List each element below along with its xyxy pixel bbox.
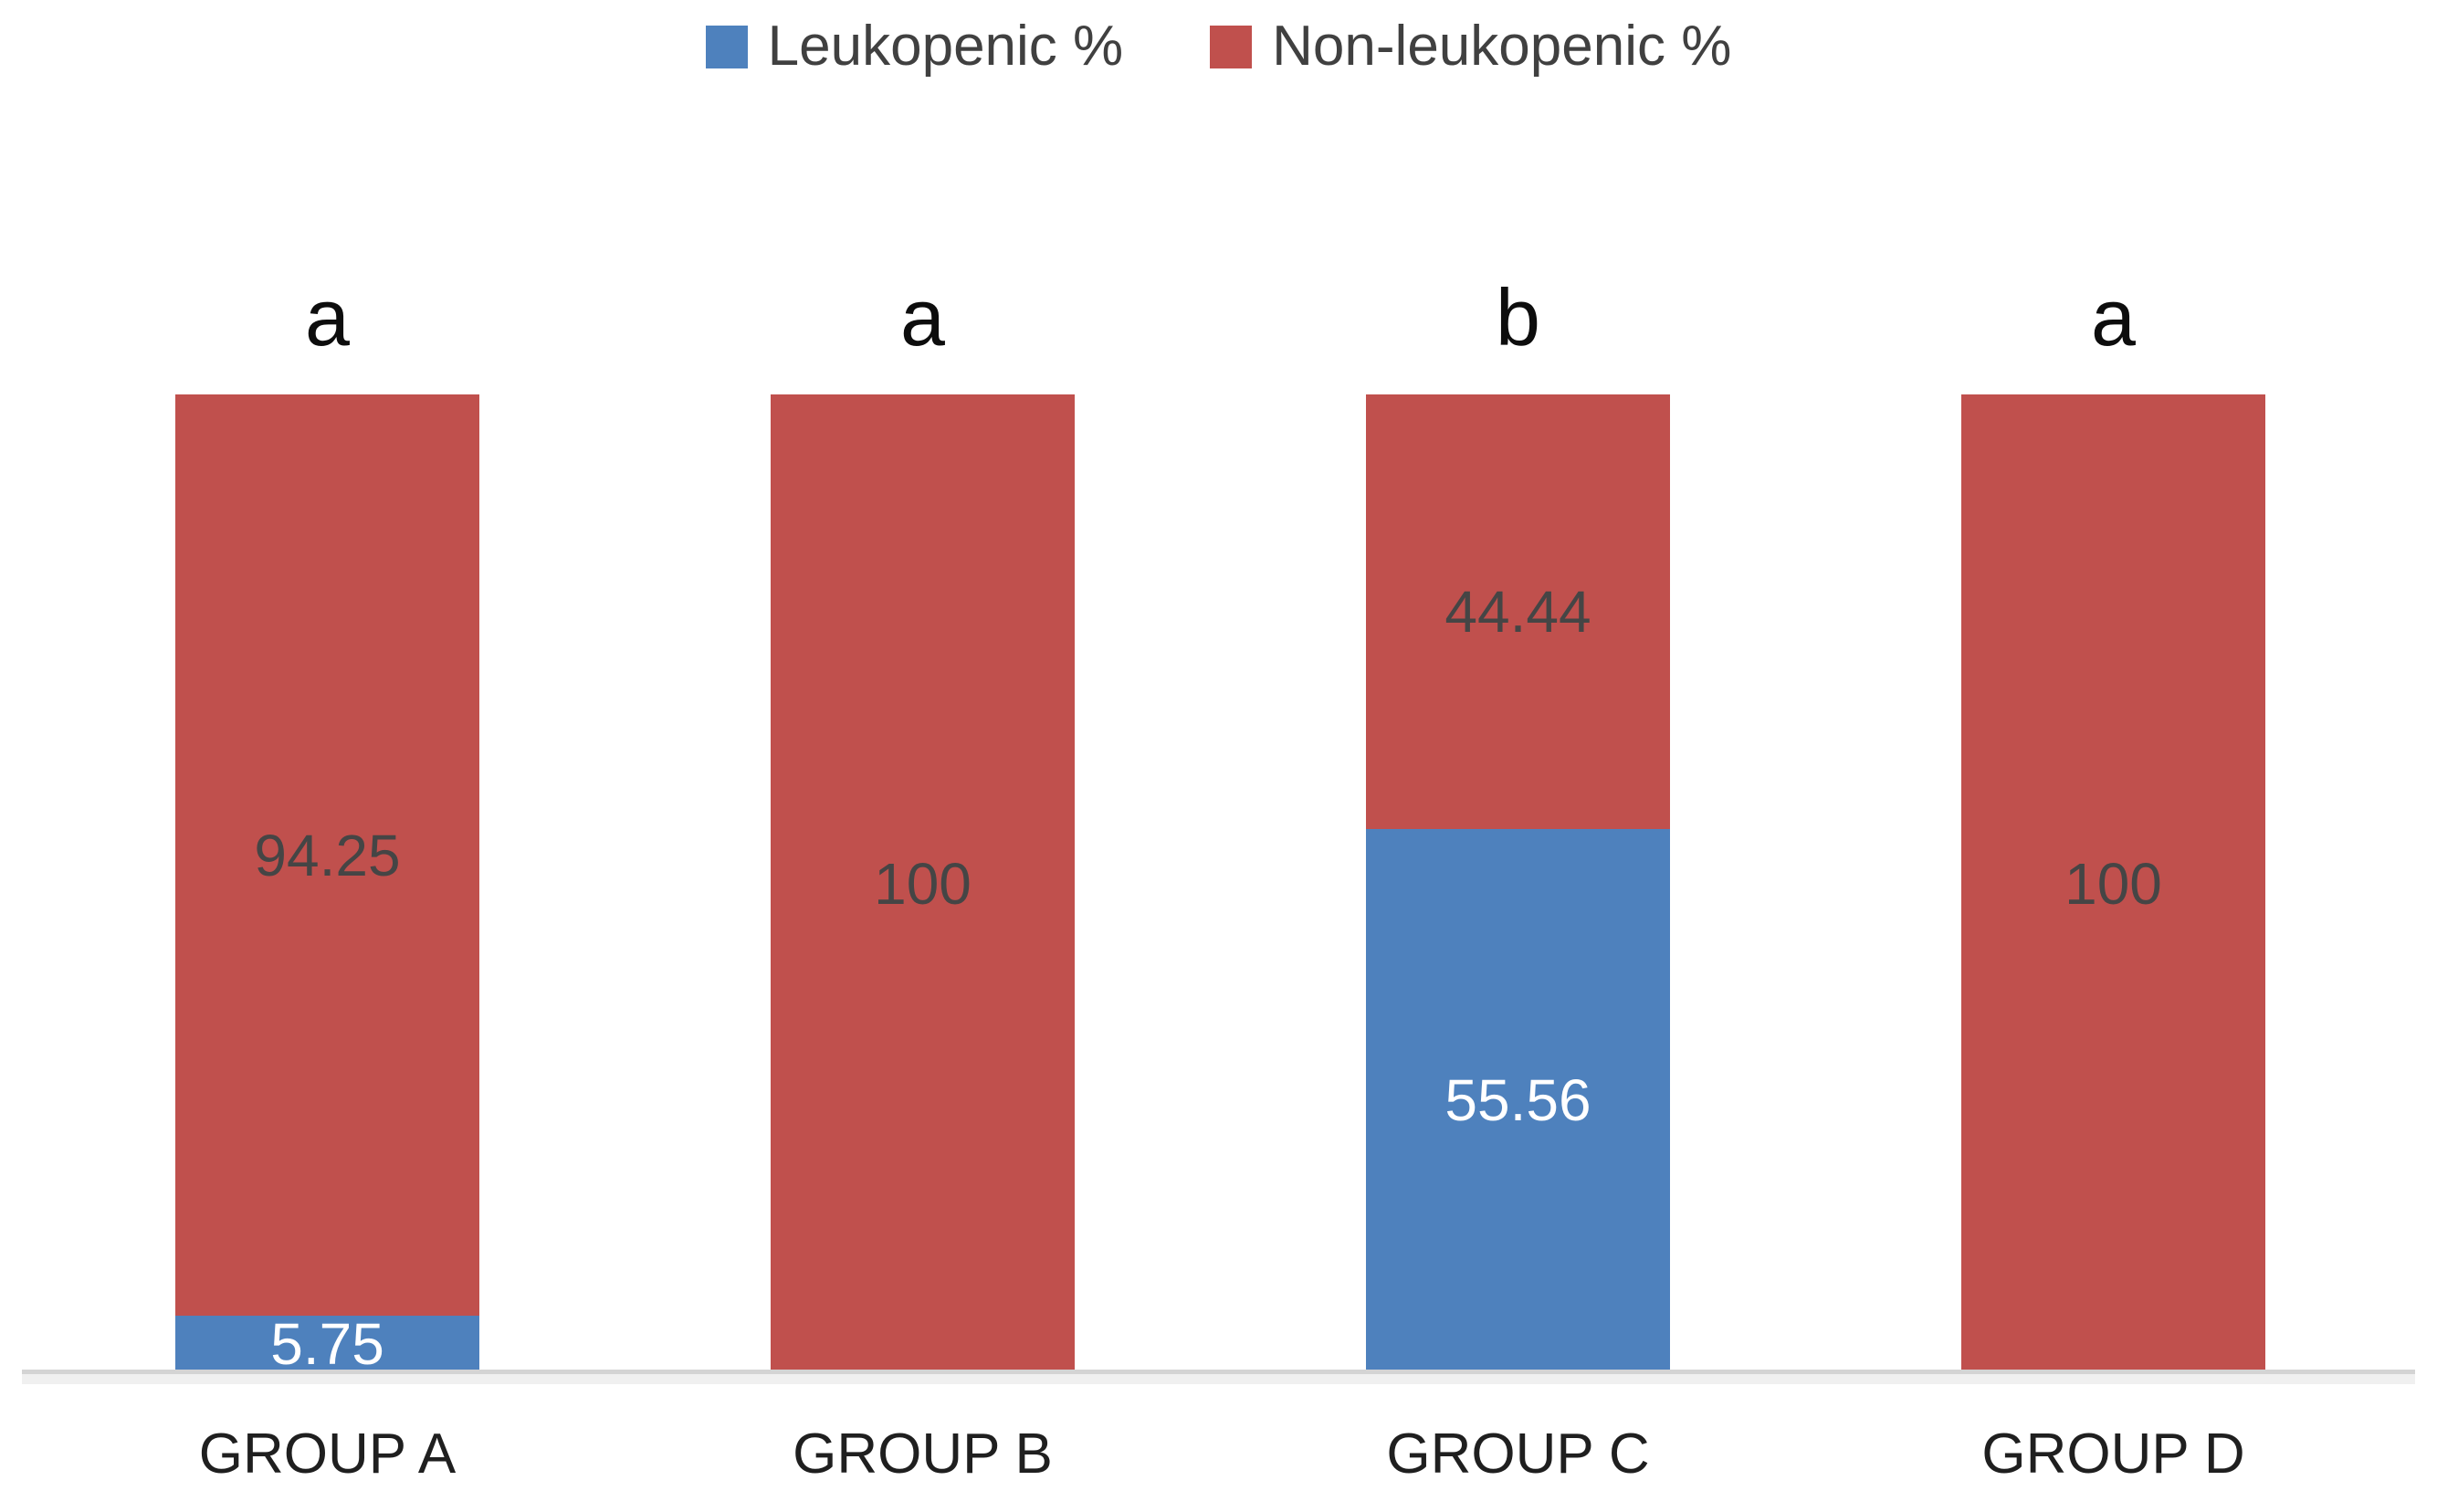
bar-group-d: a 100: [1961, 278, 2265, 1372]
data-label: 100: [874, 850, 972, 917]
segment-leukopenic: 55.56: [1366, 828, 1670, 1372]
significance-letter: a: [900, 272, 945, 362]
bar-group-b: a 100: [771, 278, 1075, 1372]
significance-letter: a: [2091, 272, 2136, 362]
legend-label: Non-leukopenic %: [1272, 15, 1732, 78]
data-label: 55.56: [1444, 1067, 1591, 1134]
plot-area: a 94.25 5.75 a 100 b 44.44 55.56 a 100: [175, 278, 2265, 1378]
legend-item-leukopenic: Leukopenic %: [705, 15, 1124, 78]
segment-non-leukopenic: 100: [1961, 394, 2265, 1372]
significance-letter: a: [305, 272, 350, 362]
segment-leukopenic: 5.75: [175, 1311, 479, 1378]
chart-legend: Leukopenic % Non-leukopenic %: [0, 18, 2437, 75]
x-axis-shadow: [22, 1374, 2415, 1384]
bar-group-c: b 44.44 55.56: [1366, 278, 1670, 1372]
x-axis-label-group-c: GROUP C: [1386, 1423, 1650, 1486]
data-label: 44.44: [1444, 578, 1591, 645]
x-axis-label-group-a: GROUP A: [198, 1423, 457, 1486]
segment-non-leukopenic: 44.44: [1366, 394, 1670, 829]
data-label: 5.75: [270, 1311, 384, 1378]
bar-group-a: a 94.25 5.75: [175, 278, 479, 1378]
legend-swatch-icon: [705, 25, 748, 68]
legend-label: Leukopenic %: [767, 15, 1124, 78]
significance-letter: b: [1496, 272, 1540, 362]
data-label: 94.25: [254, 822, 401, 888]
legend-item-non-leukopenic: Non-leukopenic %: [1210, 18, 1731, 75]
x-axis-label-group-b: GROUP B: [793, 1423, 1053, 1486]
data-label: 100: [2064, 850, 2162, 917]
x-axis-labels: GROUP A GROUP B GROUP C GROUP D: [175, 1426, 2265, 1483]
legend-swatch-icon: [1210, 25, 1253, 68]
x-axis-label-group-d: GROUP D: [1981, 1423, 2245, 1486]
segment-non-leukopenic: 94.25: [175, 394, 479, 1317]
x-axis-line: [22, 1370, 2415, 1374]
segment-non-leukopenic: 100: [771, 394, 1075, 1372]
